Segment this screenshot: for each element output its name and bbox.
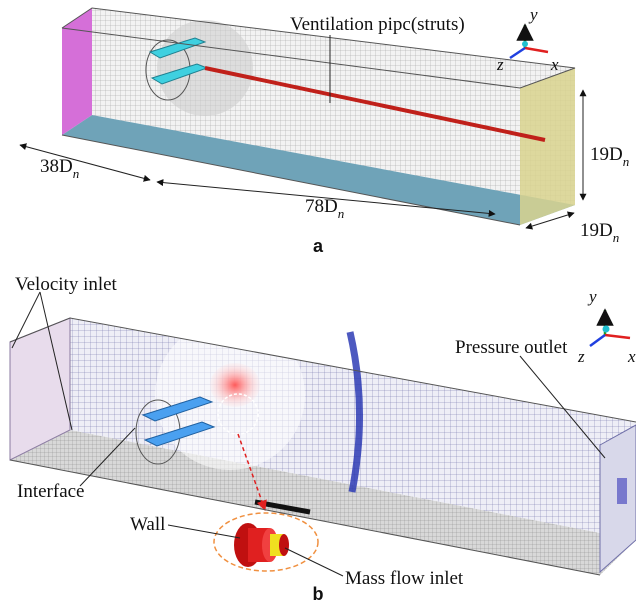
label: Pressure outlet [455,337,568,358]
axis-label: z [577,347,585,366]
axis-label: y [587,287,597,306]
outlet-refinement [617,478,627,504]
axes-icon: y z x [577,287,636,366]
dim-label: 78Dn [305,196,344,221]
axis-label: y [528,5,538,24]
label: Velocity inlet [15,274,118,295]
panel-a: Ventilation pipc(struts) y z x 38Dn 78Dn… [20,5,629,256]
label: Wall [130,514,165,535]
label: Interface [17,481,85,502]
panel-b: Velocity inlet Pressure outlet Interface… [10,274,636,604]
panel-label: b [313,584,324,604]
axis-label: x [627,347,636,366]
axis-label: x [550,55,559,74]
inlet-face [62,8,92,135]
nozzle [234,523,289,567]
dim-label: 19Dn [580,220,619,245]
figure: Ventilation pipc(struts) y z x 38Dn 78Dn… [0,0,636,606]
outlet-face [520,68,575,225]
dim-label: 19Dn [590,144,629,169]
ventilation-zone [210,363,260,407]
panel-label: a [313,236,324,256]
leader [168,525,240,538]
label: Mass flow inlet [345,568,464,589]
pipe-label: Ventilation pipc(struts) [290,14,465,35]
axis-label: z [496,55,504,74]
